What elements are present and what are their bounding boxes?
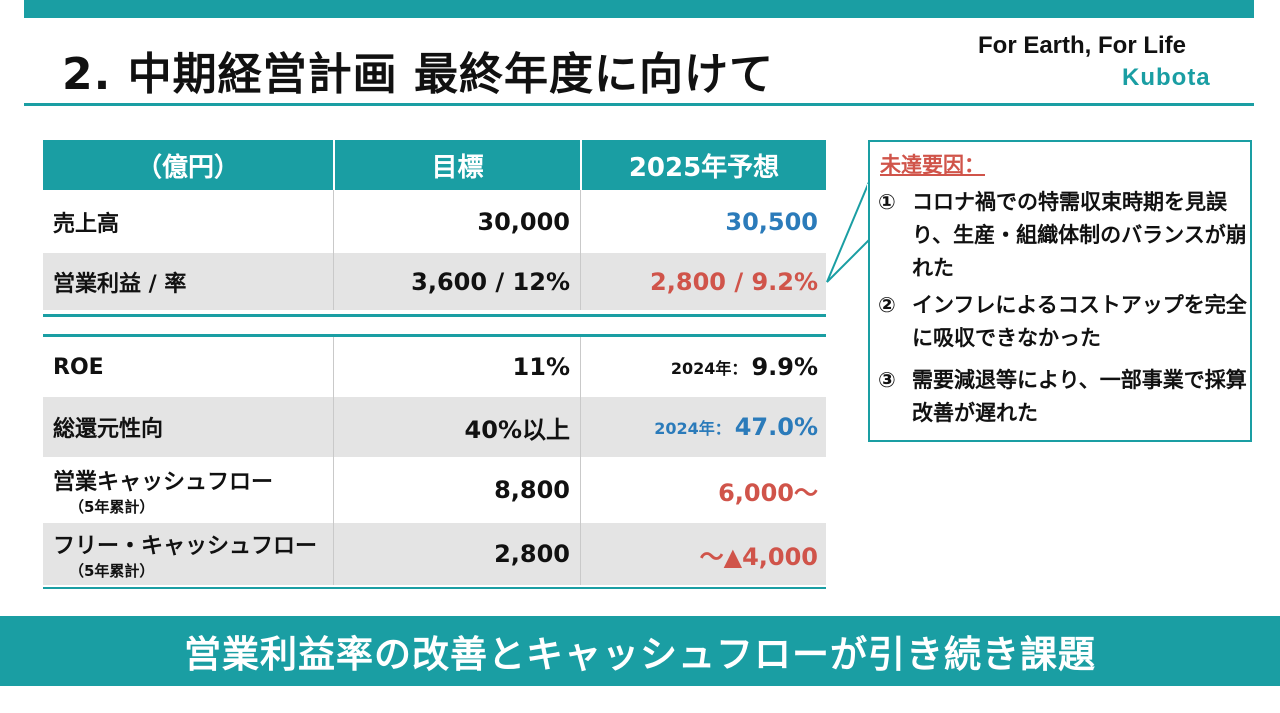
target-value: 40%以上	[333, 397, 580, 457]
callout-title: 未達要因：	[880, 153, 985, 177]
conclusion-banner: 営業利益率の改善とキャッシュフローが引き続き課題	[0, 616, 1280, 686]
row-label-group: フリー・キャッシュフロー （5年累計）	[43, 523, 333, 585]
reason-number: ②	[878, 293, 896, 317]
forecast-cell: 2024年： 47.0%	[580, 397, 826, 457]
table-bottom-rule	[43, 587, 826, 589]
forecast-prefix: 2024年：	[670, 359, 748, 378]
table-header: （億円） 目標 2025年予想	[43, 140, 826, 190]
forecast-value: 30,500	[580, 190, 826, 253]
target-value: 30,000	[333, 190, 580, 253]
section-divider	[43, 314, 826, 317]
row-label: 総還元性向	[53, 417, 164, 442]
reason-item: ② インフレによるコストアップを完全に吸収できなかった	[878, 289, 1248, 355]
row-label: 営業キャッシュフロー	[53, 469, 274, 495]
row-label: 営業利益 / 率	[53, 271, 187, 297]
reason-text: インフレによるコストアップを完全に吸収できなかった	[912, 293, 1247, 350]
page-title: 2. 中期経営計画 最終年度に向けて	[62, 49, 774, 100]
reason-text: 需要減退等により、一部事業で採算改善が遅れた	[912, 368, 1247, 425]
table-row: ROE 11% 2024年： 9.9%	[43, 337, 826, 397]
column-header-unit: （億円）	[135, 152, 240, 183]
reason-number: ③	[878, 368, 896, 392]
table-row: 売上高 30,000 30,500	[43, 190, 826, 253]
section-divider	[43, 334, 826, 337]
callout-box: 未達要因： ① コロナ禍での特需収束時期を見誤り、生産・組織体制のバランスが崩れ…	[868, 140, 1252, 442]
top-accent-bar	[24, 0, 1254, 18]
forecast-value: 47.0%	[734, 413, 818, 441]
row-label: ROE	[53, 354, 104, 380]
forecast-value: 2,800 / 9.2%	[580, 253, 826, 310]
reason-text: コロナ禍での特需収束時期を見誤り、生産・組織体制のバランスが崩れた	[912, 190, 1247, 280]
column-header-target: 目標	[333, 140, 580, 190]
row-sublabel: （5年累計）	[69, 497, 155, 516]
row-label: 売上高	[53, 211, 120, 237]
reason-item: ① コロナ禍での特需収束時期を見誤り、生産・組織体制のバランスが崩れた	[878, 186, 1248, 285]
reason-number: ①	[878, 190, 896, 214]
forecast-cell: 2024年： 9.9%	[580, 337, 826, 397]
brand-logo: Kubota	[1122, 64, 1211, 91]
row-label-group: 営業キャッシュフロー （5年累計）	[43, 457, 333, 523]
forecast-value: 9.9%	[751, 353, 818, 381]
callout-pointer	[826, 181, 871, 283]
row-sublabel: （5年累計）	[69, 561, 155, 580]
row-label: フリー・キャッシュフロー	[53, 533, 318, 559]
table-row: 総還元性向 40%以上 2024年： 47.0%	[43, 397, 826, 457]
forecast-value: ～▲4,000	[580, 523, 826, 585]
target-value: 2,800	[333, 523, 580, 585]
table-row: フリー・キャッシュフロー （5年累計） 2,800 ～▲4,000	[43, 523, 826, 585]
forecast-prefix: 2024年：	[654, 419, 731, 438]
slogan: For Earth, For Life	[978, 32, 1187, 59]
title-divider	[24, 103, 1254, 106]
target-value: 11%	[333, 337, 580, 397]
forecast-value: 6,000～	[580, 457, 826, 523]
target-value: 8,800	[333, 457, 580, 523]
reason-item: ③ 需要減退等により、一部事業で採算改善が遅れた	[878, 364, 1248, 430]
table-row: 営業利益 / 率 3,600 / 12% 2,800 / 9.2%	[43, 253, 826, 310]
table-row: 営業キャッシュフロー （5年累計） 8,800 6,000～	[43, 457, 826, 523]
target-value: 3,600 / 12%	[333, 253, 580, 310]
column-header-forecast: 2025年予想	[580, 140, 826, 190]
